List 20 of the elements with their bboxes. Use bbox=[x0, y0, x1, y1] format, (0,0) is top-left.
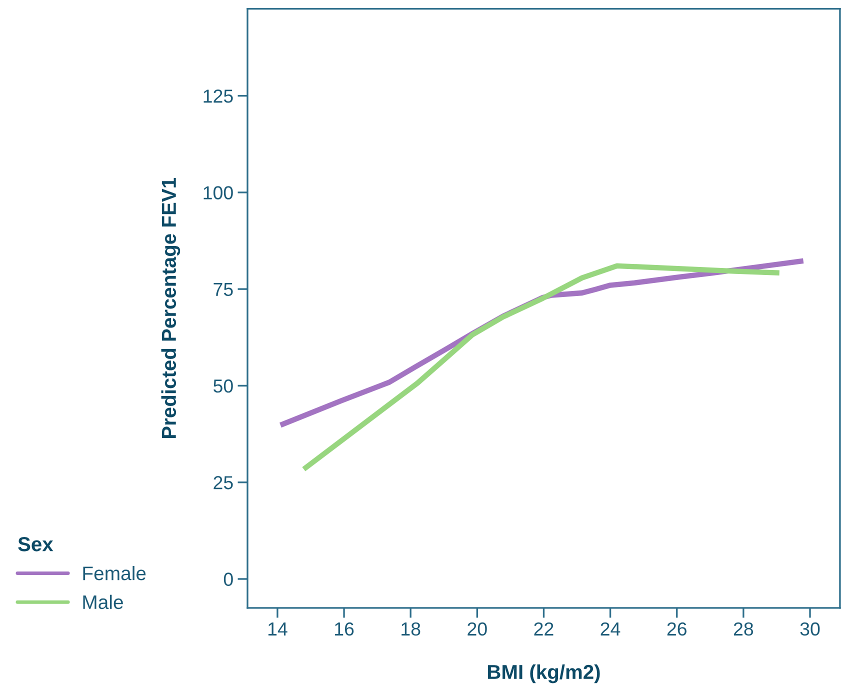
x-tick-label: 22 bbox=[534, 622, 554, 636]
x-tick-label: 28 bbox=[734, 622, 754, 636]
y-tick-label: 50 bbox=[214, 379, 233, 393]
x-tick-label: 30 bbox=[800, 622, 820, 636]
y-tick-label: 75 bbox=[214, 282, 233, 296]
x-tick-label: 16 bbox=[335, 622, 354, 636]
x-tick-label: 26 bbox=[667, 622, 686, 636]
y-tick-label: 125 bbox=[204, 89, 233, 103]
legend-label: Male bbox=[83, 594, 123, 610]
y-tick-label: 100 bbox=[204, 186, 233, 200]
x-tick-label: 20 bbox=[468, 622, 487, 636]
x-tick-label: 24 bbox=[600, 622, 620, 636]
legend-title: Sex bbox=[18, 537, 54, 552]
y-axis-title: Predicted Percentage FEV1 bbox=[161, 178, 180, 438]
x-tick-label: 18 bbox=[402, 622, 420, 636]
legend-label: Female bbox=[83, 566, 146, 580]
y-tick-label: 0 bbox=[224, 572, 233, 586]
x-tick-label: 14 bbox=[268, 622, 288, 636]
x-axis-title: BMI (kg/m2) bbox=[488, 664, 600, 684]
y-tick-label: 25 bbox=[214, 476, 233, 490]
